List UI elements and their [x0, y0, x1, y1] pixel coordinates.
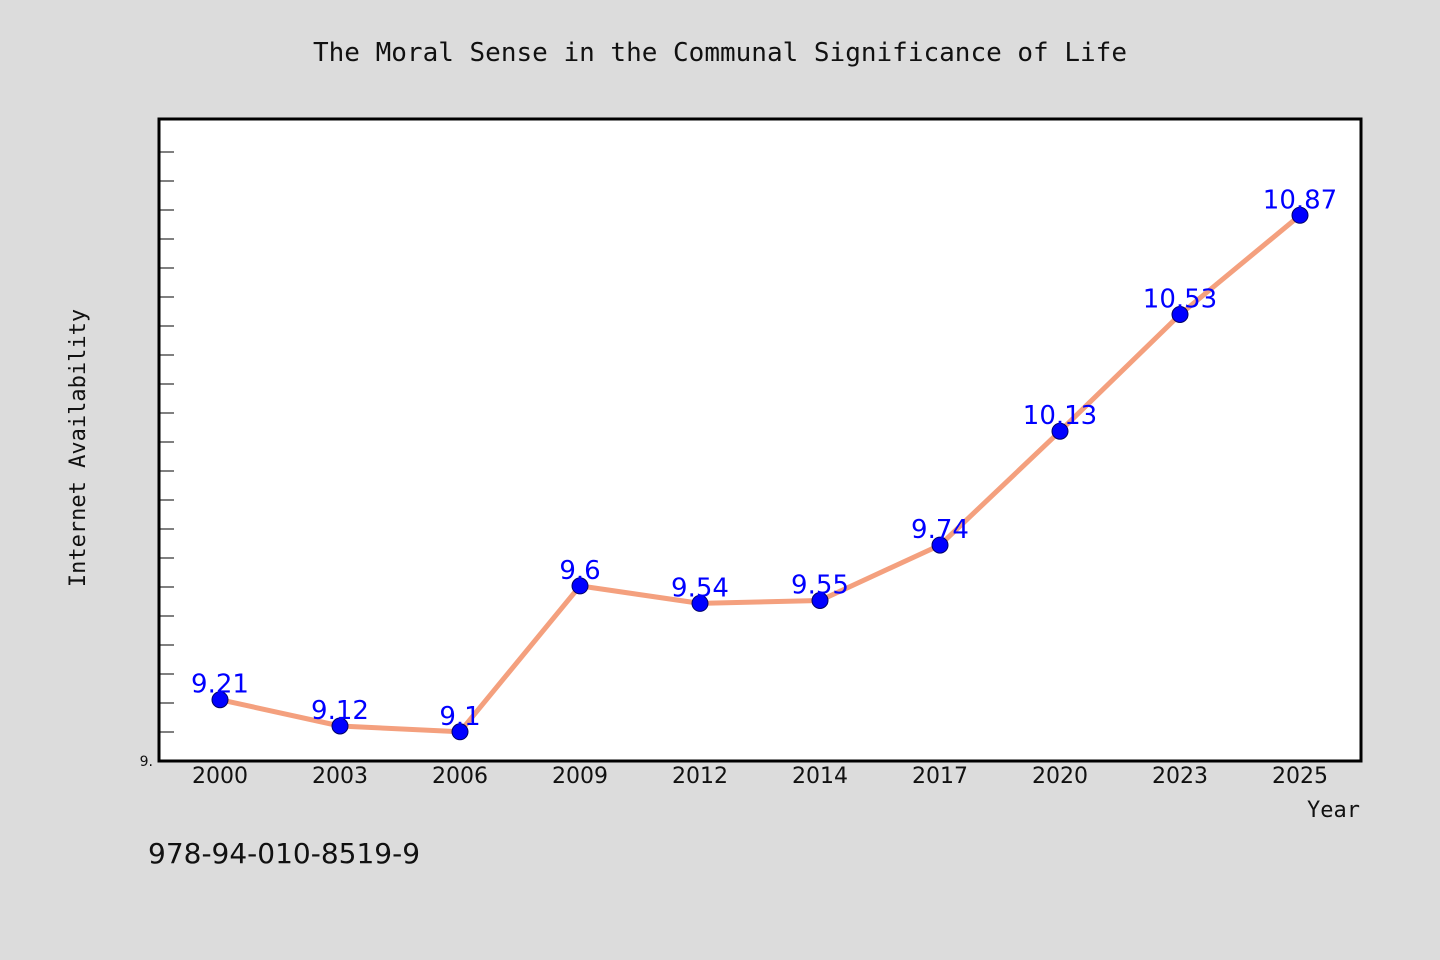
data-point [811, 592, 829, 609]
series-layer: 9.21 9.12 9.1 9.6 9.54 9.55 9.74 10.13 10.53 10.8… [191, 185, 1337, 741]
data-point [1291, 206, 1309, 224]
x-tick-label: 2012 [672, 764, 728, 789]
x-tick-label: 2020 [1032, 764, 1088, 789]
x-tick-label: 2009 [552, 764, 608, 789]
x-axis-title: Year [1307, 798, 1360, 823]
y-tick-label: 9. [140, 754, 153, 770]
isbn-label: 978-94-010-8519-9 [148, 837, 420, 870]
data-label: 9.6 [559, 556, 600, 586]
data-label: 10.87 [1263, 185, 1337, 215]
data-point [211, 691, 229, 709]
x-tick-label: 2023 [1152, 764, 1208, 789]
data-label: 9.74 [911, 515, 969, 545]
x-tick-label: 2003 [312, 764, 368, 789]
data-label: 9.12 [311, 696, 369, 726]
chart-title: The Moral Sense in the Communal Signific… [313, 38, 1127, 68]
data-label: 10.53 [1143, 285, 1217, 315]
data-label: 9.54 [671, 573, 729, 603]
data-label: 10.13 [1023, 401, 1097, 431]
data-point [1051, 422, 1069, 440]
x-tick-label: 2006 [432, 764, 488, 789]
x-tick-label: 2000 [192, 764, 248, 789]
x-axis-tick-labels: 2000 2003 2006 2009 2012 2014 2017 2020 2023 2025 [192, 764, 1328, 789]
data-label: 9.55 [791, 571, 849, 601]
data-label: 9.1 [439, 702, 480, 732]
x-tick-label: 2025 [1272, 764, 1328, 789]
x-tick-label: 2014 [792, 764, 848, 789]
x-tick-label: 2017 [912, 764, 968, 789]
data-point [571, 577, 589, 595]
data-point [331, 717, 349, 735]
data-point [451, 723, 469, 741]
plot-area [157, 117, 1363, 763]
series-line [217, 212, 1303, 735]
data-point [691, 594, 709, 612]
data-point [1171, 306, 1189, 323]
y-axis-ticks [159, 151, 174, 762]
data-point [931, 536, 949, 554]
y-axis-title: Internet Availability [66, 309, 91, 587]
data-label: 9.21 [191, 670, 249, 700]
